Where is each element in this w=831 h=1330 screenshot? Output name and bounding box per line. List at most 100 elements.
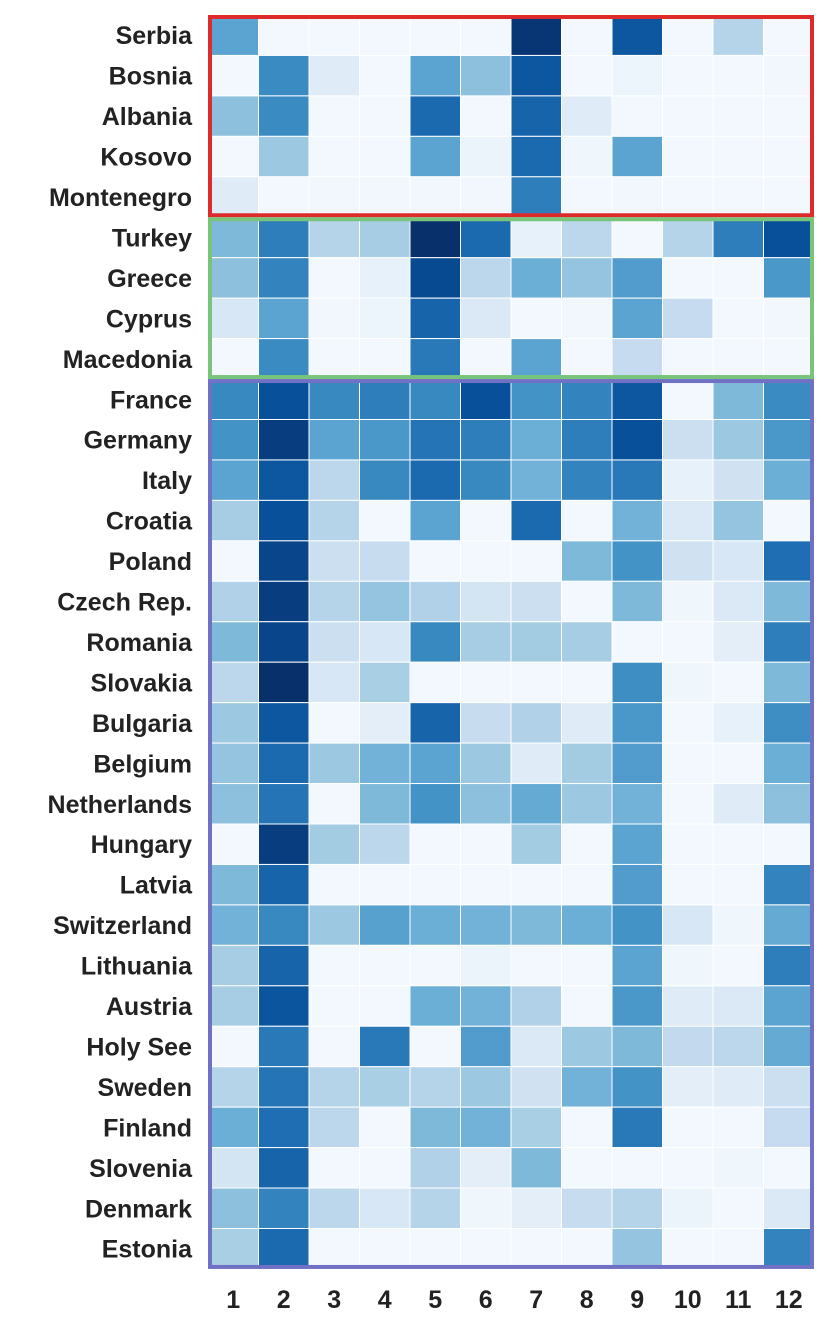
heatmap-cell-turkey-7 bbox=[510, 216, 562, 259]
heatmap-cell-macedonia-11 bbox=[712, 338, 764, 380]
group-frame-3 bbox=[208, 379, 814, 1269]
heatmap-cell-slovakia-3 bbox=[308, 661, 360, 704]
heatmap-cell-czech-rep--11 bbox=[712, 580, 764, 623]
heatmap-cell-latvia-4 bbox=[359, 863, 411, 906]
heatmap-cell-austria-2 bbox=[258, 985, 310, 1027]
heatmap-cell-macedonia-9 bbox=[611, 338, 663, 380]
heatmap-cell-slovenia-2 bbox=[258, 1147, 310, 1189]
heatmap-cell-poland-5 bbox=[409, 540, 461, 582]
heatmap-cell-france-8 bbox=[561, 378, 613, 420]
row-label: Latvia bbox=[120, 872, 193, 900]
heatmap-cell-france-1 bbox=[207, 378, 259, 420]
heatmap-cell-macedonia-8 bbox=[561, 338, 613, 380]
column-label: 7 bbox=[529, 1286, 543, 1314]
heatmap-cell-montenegro-12 bbox=[763, 176, 815, 218]
heatmap-cell-croatia-5 bbox=[409, 499, 461, 542]
heatmap-cell-bulgaria-10 bbox=[662, 702, 714, 744]
heatmap-cell-albania-4 bbox=[359, 95, 411, 137]
heatmap-cell-montenegro-6 bbox=[460, 176, 512, 218]
heatmap-cell-estonia-7 bbox=[510, 1228, 562, 1270]
heatmap-cell-serbia-10 bbox=[662, 14, 714, 56]
row-label: Lithuania bbox=[81, 953, 193, 981]
heatmap-cell-romania-1 bbox=[207, 621, 259, 663]
heatmap-cell-albania-5 bbox=[409, 95, 461, 137]
heatmap-cell-albania-8 bbox=[561, 95, 613, 137]
heatmap-cell-austria-5 bbox=[409, 985, 461, 1027]
row-label: Bulgaria bbox=[92, 710, 193, 738]
heatmap-cell-bosnia-3 bbox=[308, 54, 360, 97]
heatmap-cell-hungary-2 bbox=[258, 823, 310, 865]
heatmap-cell-holy-see-10 bbox=[662, 1025, 714, 1068]
heatmap-cell-netherlands-4 bbox=[359, 783, 411, 825]
row-label: Germany bbox=[84, 427, 192, 455]
heatmap-cell-italy-7 bbox=[510, 459, 562, 501]
heatmap-cell-holy-see-3 bbox=[308, 1025, 360, 1068]
heatmap-cell-slovenia-3 bbox=[308, 1147, 360, 1189]
heatmap-cell-austria-4 bbox=[359, 985, 411, 1027]
row-label: Austria bbox=[106, 993, 193, 1021]
heatmap-cell-sweden-3 bbox=[308, 1066, 360, 1108]
heatmap-cell-kosovo-6 bbox=[460, 135, 512, 178]
heatmap-cell-germany-11 bbox=[712, 419, 764, 461]
heatmap-cell-romania-6 bbox=[460, 621, 512, 663]
heatmap-cell-cyprus-12 bbox=[763, 297, 815, 340]
heatmap-cell-macedonia-1 bbox=[207, 338, 259, 380]
heatmap-cell-lithuania-8 bbox=[561, 944, 613, 987]
row-label: Serbia bbox=[116, 22, 194, 50]
heatmap-cell-bosnia-2 bbox=[258, 54, 310, 97]
heatmap-cell-netherlands-8 bbox=[561, 783, 613, 825]
heatmap-cell-austria-3 bbox=[308, 985, 360, 1027]
heatmap-cell-bulgaria-11 bbox=[712, 702, 764, 744]
heatmap-cell-germany-12 bbox=[763, 419, 815, 461]
heatmap-cell-bosnia-7 bbox=[510, 54, 562, 97]
heatmap-cell-slovenia-6 bbox=[460, 1147, 512, 1189]
heatmap-cell-serbia-7 bbox=[510, 14, 562, 56]
row-label: Montenegro bbox=[49, 184, 192, 212]
heatmap-cell-albania-11 bbox=[712, 95, 764, 137]
heatmap-cell-romania-4 bbox=[359, 621, 411, 663]
heatmap-cell-turkey-3 bbox=[308, 216, 360, 259]
heatmap-cell-latvia-2 bbox=[258, 863, 310, 906]
heatmap-cell-bosnia-8 bbox=[561, 54, 613, 97]
heatmap-cell-kosovo-9 bbox=[611, 135, 663, 178]
row-label: Turkey bbox=[112, 224, 192, 252]
group-frame-2 bbox=[208, 217, 814, 380]
heatmap-cell-switzerland-6 bbox=[460, 904, 512, 946]
heatmap-cell-lithuania-7 bbox=[510, 944, 562, 987]
heatmap-cell-croatia-11 bbox=[712, 499, 764, 542]
heatmap-cell-italy-3 bbox=[308, 459, 360, 501]
heatmap-cell-italy-2 bbox=[258, 459, 310, 501]
heatmap-cell-latvia-5 bbox=[409, 863, 461, 906]
heatmap-cell-poland-8 bbox=[561, 540, 613, 582]
heatmap-cell-macedonia-12 bbox=[763, 338, 815, 380]
heatmap-cell-greece-6 bbox=[460, 257, 512, 299]
heatmap-cell-greece-8 bbox=[561, 257, 613, 299]
heatmap-cell-estonia-9 bbox=[611, 1228, 663, 1270]
heatmap-cell-holy-see-11 bbox=[712, 1025, 764, 1068]
heatmap-cell-czech-rep--3 bbox=[308, 580, 360, 623]
heatmap-cell-kosovo-12 bbox=[763, 135, 815, 178]
heatmap-cell-holy-see-7 bbox=[510, 1025, 562, 1068]
heatmap-cell-italy-6 bbox=[460, 459, 512, 501]
heatmap-cell-czech-rep--12 bbox=[763, 580, 815, 623]
heatmap-cell-denmark-6 bbox=[460, 1187, 512, 1230]
heatmap-cell-montenegro-11 bbox=[712, 176, 764, 218]
heatmap-cell-greece-9 bbox=[611, 257, 663, 299]
heatmap-cell-poland-1 bbox=[207, 540, 259, 582]
heatmap-cell-montenegro-3 bbox=[308, 176, 360, 218]
heatmap-cell-denmark-4 bbox=[359, 1187, 411, 1230]
heatmap-cell-poland-9 bbox=[611, 540, 663, 582]
heatmap-cell-denmark-9 bbox=[611, 1187, 663, 1230]
heatmap-cell-estonia-6 bbox=[460, 1228, 512, 1270]
heatmap-cell-czech-rep--10 bbox=[662, 580, 714, 623]
heatmap-cell-czech-rep--1 bbox=[207, 580, 259, 623]
heatmap-cell-bosnia-6 bbox=[460, 54, 512, 97]
heatmap-cell-lithuania-9 bbox=[611, 944, 663, 987]
heatmap-cell-slovakia-2 bbox=[258, 661, 310, 704]
heatmap-cell-france-2 bbox=[258, 378, 310, 420]
heatmap-cell-finland-12 bbox=[763, 1106, 815, 1149]
heatmap-cell-holy-see-2 bbox=[258, 1025, 310, 1068]
heatmap-cell-holy-see-9 bbox=[611, 1025, 663, 1068]
heatmap-cell-latvia-7 bbox=[510, 863, 562, 906]
heatmap-cell-belgium-10 bbox=[662, 742, 714, 785]
